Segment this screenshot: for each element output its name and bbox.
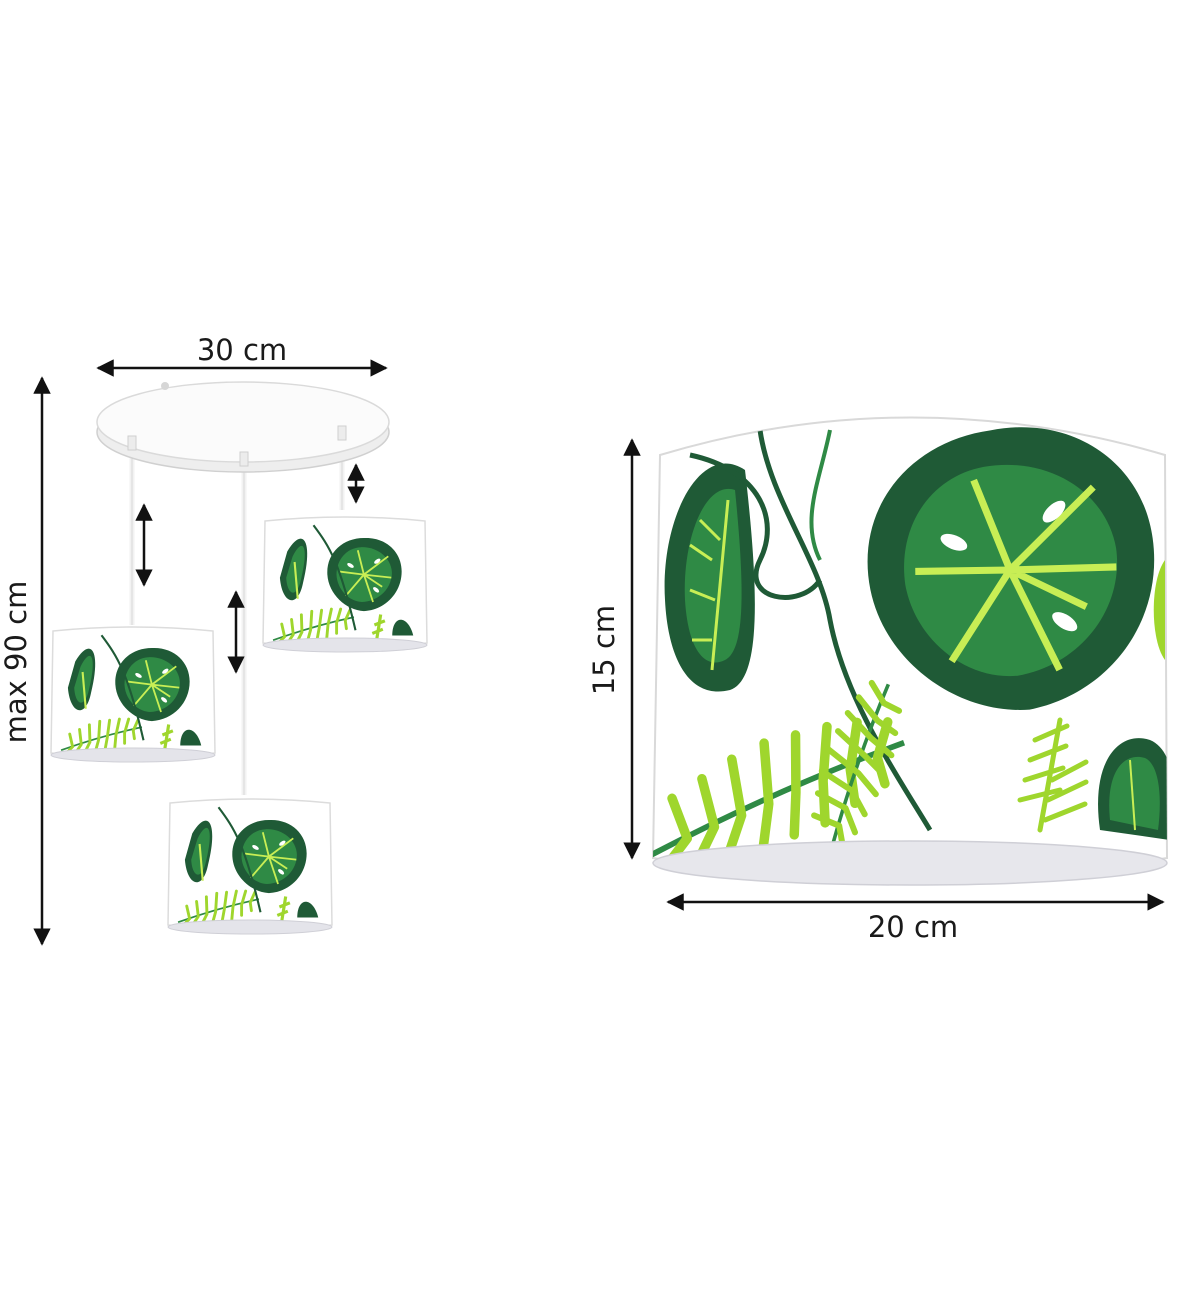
height-dimension: max 90 cm	[0, 376, 51, 946]
width-label: 30 cm	[197, 333, 287, 367]
lampshade-bottom	[168, 799, 332, 934]
lampshade-left	[51, 627, 215, 762]
shade-width-label: 20 cm	[868, 910, 958, 944]
lampshade-right	[263, 517, 427, 652]
shade-height-label: 15 cm	[587, 605, 621, 695]
lampshade-detail	[651, 416, 1169, 886]
ceiling-canopy	[96, 381, 390, 473]
shade-width-dimension: 20 cm	[666, 893, 1165, 944]
shade-height-dimension: 15 cm	[587, 438, 641, 860]
height-label: max 90 cm	[0, 581, 33, 744]
chandelier-illustration	[51, 381, 427, 934]
width-dimension: 30 cm	[96, 333, 388, 377]
